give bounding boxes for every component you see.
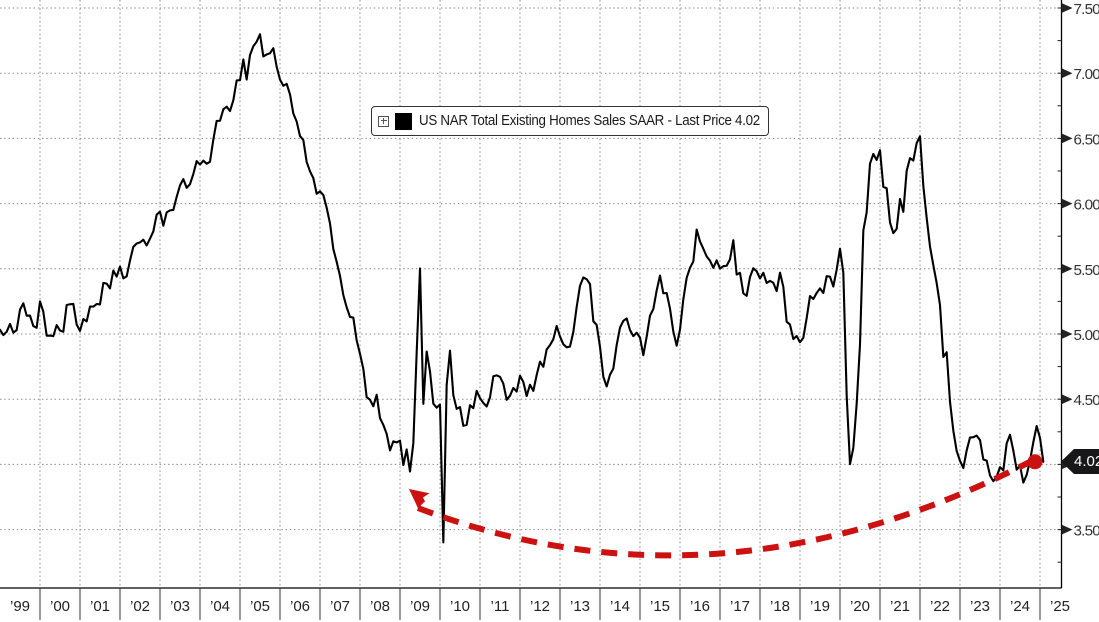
svg-text:’99: ’99	[10, 598, 30, 615]
svg-text:’25: ’25	[1050, 598, 1070, 615]
svg-text:3.50: 3.50	[1074, 523, 1099, 540]
svg-text:’22: ’22	[930, 598, 950, 615]
svg-text:6.50: 6.50	[1074, 131, 1099, 148]
svg-text:’23: ’23	[970, 598, 990, 615]
svg-text:7.50: 7.50	[1074, 1, 1099, 18]
svg-text:6.00: 6.00	[1074, 197, 1099, 214]
svg-text:’09: ’09	[410, 598, 430, 615]
svg-text:5.00: 5.00	[1074, 327, 1099, 344]
svg-text:’15: ’15	[650, 598, 670, 615]
svg-text:’24: ’24	[1010, 598, 1030, 615]
svg-text:4.50: 4.50	[1074, 392, 1099, 409]
svg-text:’05: ’05	[250, 598, 270, 615]
svg-text:’21: ’21	[890, 598, 910, 615]
svg-text:’08: ’08	[370, 598, 390, 615]
svg-text:’19: ’19	[810, 598, 830, 615]
svg-text:’12: ’12	[530, 598, 550, 615]
svg-text:’18: ’18	[770, 598, 790, 615]
svg-text:’17: ’17	[730, 598, 750, 615]
svg-text:’04: ’04	[210, 598, 230, 615]
svg-text:’16: ’16	[690, 598, 710, 615]
svg-text:’20: ’20	[850, 598, 870, 615]
svg-text:’02: ’02	[130, 598, 150, 615]
svg-text:7.00: 7.00	[1074, 66, 1099, 83]
svg-text:’01: ’01	[90, 598, 110, 615]
svg-text:’10: ’10	[450, 598, 470, 615]
svg-text:’13: ’13	[570, 598, 590, 615]
svg-text:5.50: 5.50	[1074, 262, 1099, 279]
svg-text:’03: ’03	[170, 598, 190, 615]
svg-text:’07: ’07	[330, 598, 350, 615]
svg-text:’11: ’11	[491, 598, 510, 615]
svg-text:’06: ’06	[290, 598, 310, 615]
svg-text:’00: ’00	[50, 598, 70, 615]
svg-text:’14: ’14	[610, 598, 630, 615]
